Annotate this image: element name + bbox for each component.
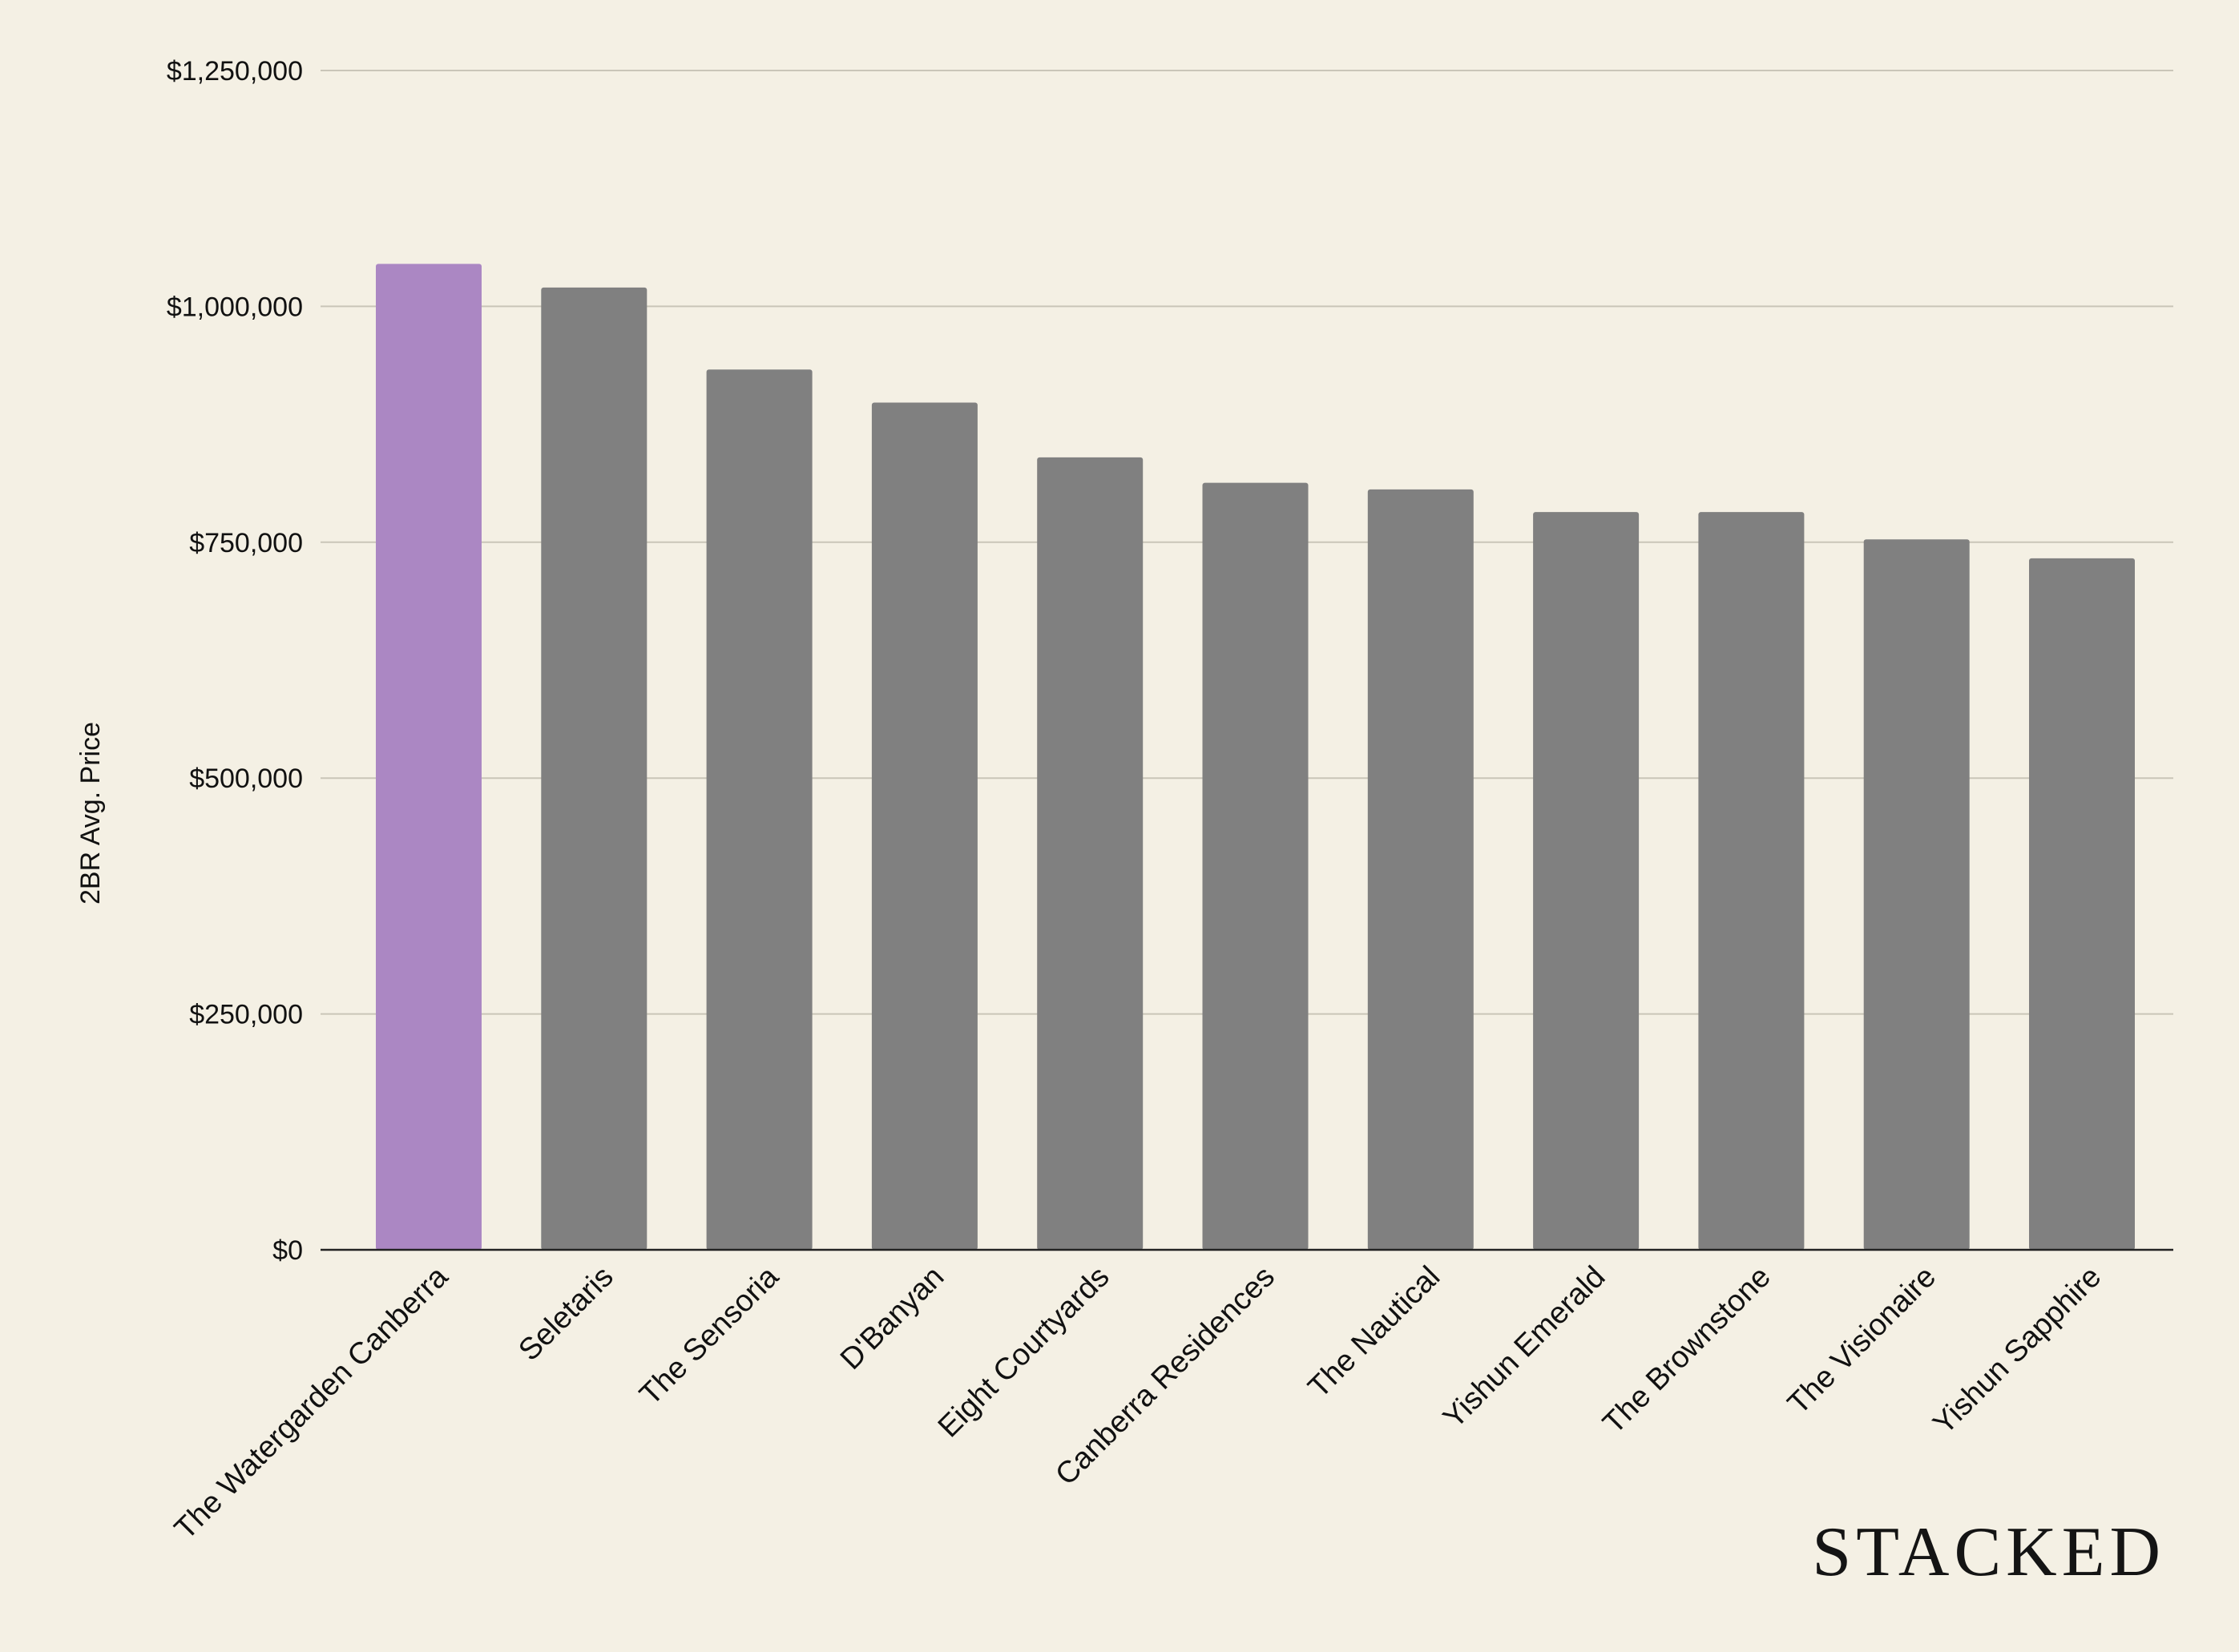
- x-tick-label: D'Banyan: [834, 1260, 950, 1376]
- bar-canberra-residences: [1202, 482, 1309, 1250]
- x-tick-labels: The Watergarden Canberra Seletaris The Sen…: [168, 1259, 2108, 1546]
- x-tick-label: Yishun Sapphire: [1926, 1260, 2108, 1441]
- y-tick-labels: $0 $250,000 $500,000 $750,000 $1,000,000 $1,2…: [167, 56, 303, 1266]
- bar-the-visionaire: [1863, 539, 1970, 1250]
- bar-the-brownstone: [1698, 512, 1805, 1250]
- bar-the-watergarden-canberra: [376, 264, 482, 1251]
- y-tick-label: $1,250,000: [167, 56, 303, 87]
- bar-the-sensoria: [706, 369, 813, 1250]
- bar-eight-courtyards: [1037, 457, 1144, 1250]
- y-tick-label: $750,000: [189, 528, 303, 558]
- y-tick-label: $0: [272, 1235, 303, 1266]
- x-tick-label: Seletaris: [512, 1260, 619, 1368]
- bar-yishun-sapphire: [2029, 558, 2135, 1250]
- bar-d-banyan: [871, 402, 978, 1251]
- bar-the-nautical: [1367, 489, 1474, 1250]
- y-tick-label: $500,000: [189, 764, 303, 794]
- bar-yishun-emerald: [1533, 512, 1640, 1250]
- x-tick-label: Yishun Emerald: [1437, 1260, 1612, 1435]
- x-tick-label: The Sensoria: [633, 1259, 785, 1412]
- x-tick-label: The Visionaire: [1781, 1260, 1942, 1421]
- y-axis-label: 2BR Avg. Price: [75, 722, 106, 905]
- x-tick-label: Eight Courtyards: [932, 1260, 1116, 1444]
- bars: [376, 264, 2135, 1251]
- x-tick-label: The Nautical: [1302, 1260, 1447, 1405]
- x-tick-label: The Brownstone: [1596, 1260, 1777, 1440]
- x-tick-label: The Watergarden Canberra: [168, 1259, 455, 1546]
- brand-logo: STACKED: [1812, 1513, 2165, 1591]
- y-tick-label: $250,000: [189, 1000, 303, 1030]
- y-tick-label: $1,000,000: [167, 292, 303, 322]
- bar-seletaris: [541, 287, 647, 1250]
